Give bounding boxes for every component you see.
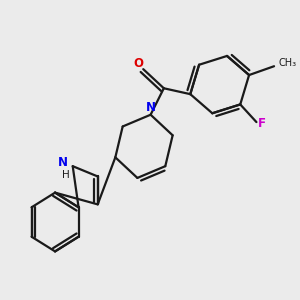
Text: O: O: [133, 57, 143, 70]
Text: N: N: [57, 156, 68, 169]
Text: CH₃: CH₃: [278, 58, 297, 68]
Text: F: F: [258, 117, 266, 130]
Text: N: N: [146, 101, 156, 114]
Text: H: H: [62, 170, 70, 180]
